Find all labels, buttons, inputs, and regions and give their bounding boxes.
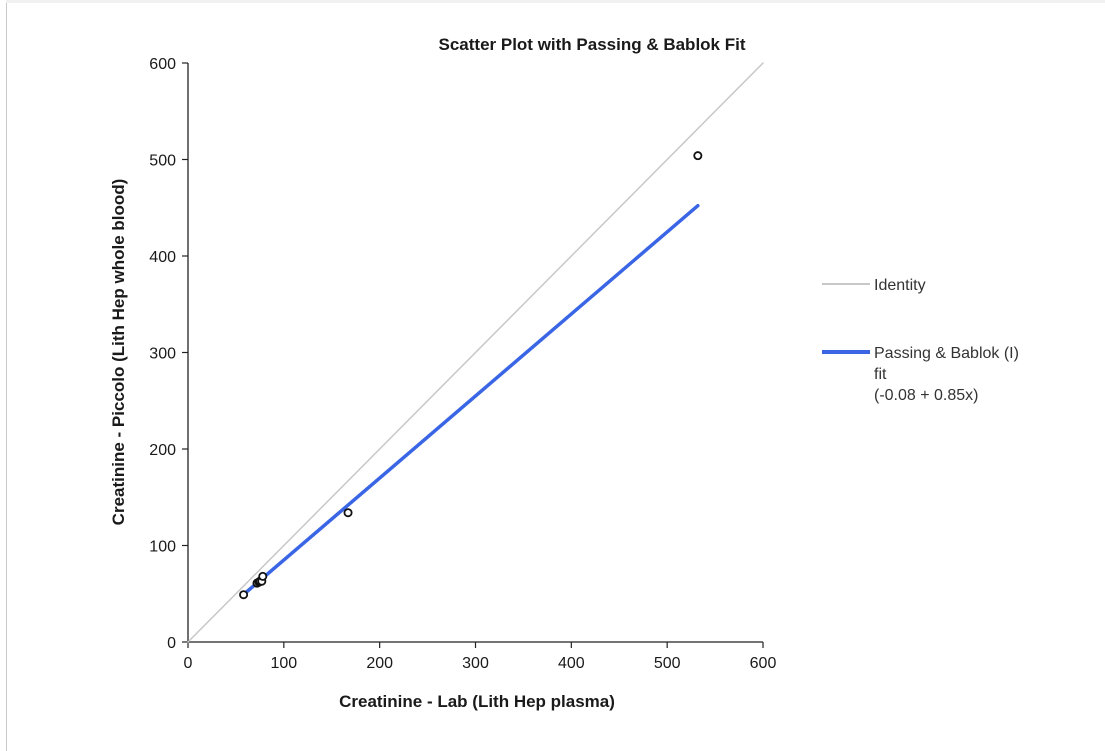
data-point: [258, 571, 268, 581]
x-tick-label: 0: [184, 655, 193, 672]
y-tick-label: 100: [149, 539, 176, 556]
legend-label: Passing & Bablok (I): [874, 345, 1019, 362]
chart-title: Scatter Plot with Passing & Bablok Fit: [439, 35, 746, 54]
y-tick-label: 0: [167, 635, 176, 652]
frame-border-left: [6, 0, 7, 751]
y-tick-label: 500: [149, 153, 176, 170]
data-point: [693, 151, 703, 161]
frame-border-top: [6, 0, 1105, 3]
x-tick-label: 300: [462, 655, 489, 672]
legend-label: Identity: [874, 277, 926, 294]
x-tick-label: 500: [654, 655, 681, 672]
data-point: [343, 508, 353, 518]
y-axis-title: Creatinine - Piccolo (Lith Hep whole blo…: [109, 179, 128, 526]
legend-label: (-0.08 + 0.85x): [874, 387, 979, 404]
plot-area: 0 100 200 300 400 500 600 0 100 200 300 400 500 600: [149, 56, 776, 672]
identity-line: [187, 62, 764, 643]
legend-label: fit: [874, 366, 887, 383]
data-point: [239, 590, 249, 600]
x-tick-label: 200: [366, 655, 393, 672]
y-tick-label: 600: [149, 56, 176, 73]
x-tick-label: 600: [750, 655, 777, 672]
passing-bablok-fit-line: [241, 203, 700, 597]
y-tick-label: 400: [149, 249, 176, 266]
y-tick-label: 200: [149, 442, 176, 459]
x-axis-title: Creatinine - Lab (Lith Hep plasma): [339, 692, 615, 711]
y-tick-label: 300: [149, 346, 176, 363]
x-tick-label: 400: [558, 655, 585, 672]
legend: Identity Passing & Bablok (I) fit (-0.08 + …: [822, 277, 1019, 404]
x-tick-label: 100: [270, 655, 297, 672]
